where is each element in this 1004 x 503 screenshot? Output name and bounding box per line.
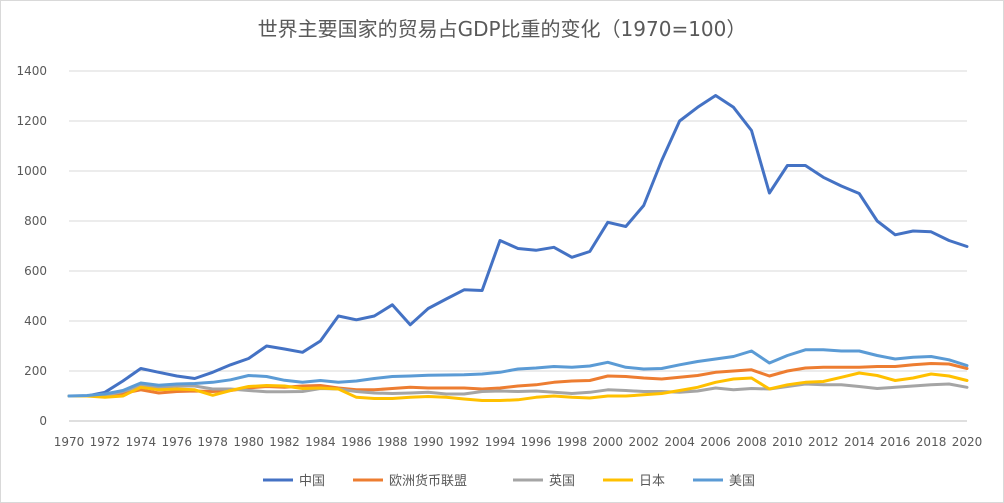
x-tick-label: 1998 (557, 435, 588, 449)
y-tick-label: 1000 (16, 164, 47, 178)
legend-label: 欧洲货币联盟 (389, 473, 467, 489)
series-line (67, 94, 969, 398)
chart-title: 世界主要国家的贸易占GDP比重的变化（1970=100） (257, 17, 747, 41)
x-tick-label: 1992 (449, 435, 480, 449)
x-tick-label: 1986 (341, 435, 372, 449)
x-tick-label: 2004 (664, 435, 695, 449)
x-tick-label: 1970 (54, 435, 85, 449)
x-tick-label: 1982 (269, 435, 300, 449)
x-tick-label: 1978 (197, 435, 228, 449)
x-tick-label: 2000 (593, 435, 624, 449)
y-tick-label: 1200 (16, 114, 47, 128)
y-tick-label: 200 (24, 364, 47, 378)
legend-label: 日本 (639, 474, 665, 489)
series-line (67, 362, 969, 398)
x-tick-label: 1974 (126, 435, 157, 449)
legend-label: 中国 (299, 474, 325, 489)
y-tick-label: 1400 (16, 64, 47, 78)
x-tick-label: 2016 (880, 435, 911, 449)
y-tick-label: 400 (24, 314, 47, 328)
x-tick-label: 1994 (485, 435, 516, 449)
x-tick-label: 1980 (233, 435, 264, 449)
x-tick-label: 1990 (413, 435, 444, 449)
x-tick-label: 2012 (808, 435, 839, 449)
x-tick-label: 1976 (161, 435, 192, 449)
series-line (67, 348, 969, 398)
series-line (67, 382, 969, 398)
x-tick-label: 1972 (90, 435, 121, 449)
x-tick-label: 1988 (377, 435, 408, 449)
y-tick-label: 800 (24, 214, 47, 228)
legend-label: 美国 (729, 474, 755, 489)
x-tick-label: 2008 (736, 435, 767, 449)
legend-label: 英国 (549, 474, 575, 489)
series-line (67, 371, 969, 402)
x-tick-label: 2018 (916, 435, 947, 449)
x-tick-label: 2002 (628, 435, 659, 449)
x-tick-label: 2010 (772, 435, 803, 449)
x-tick-label: 1996 (521, 435, 552, 449)
y-tick-label: 600 (24, 264, 47, 278)
x-tick-label: 2020 (952, 435, 983, 449)
y-tick-label: 0 (39, 414, 47, 428)
x-tick-label: 2014 (844, 435, 875, 449)
x-tick-label: 1984 (305, 435, 336, 449)
x-tick-label: 2006 (700, 435, 731, 449)
